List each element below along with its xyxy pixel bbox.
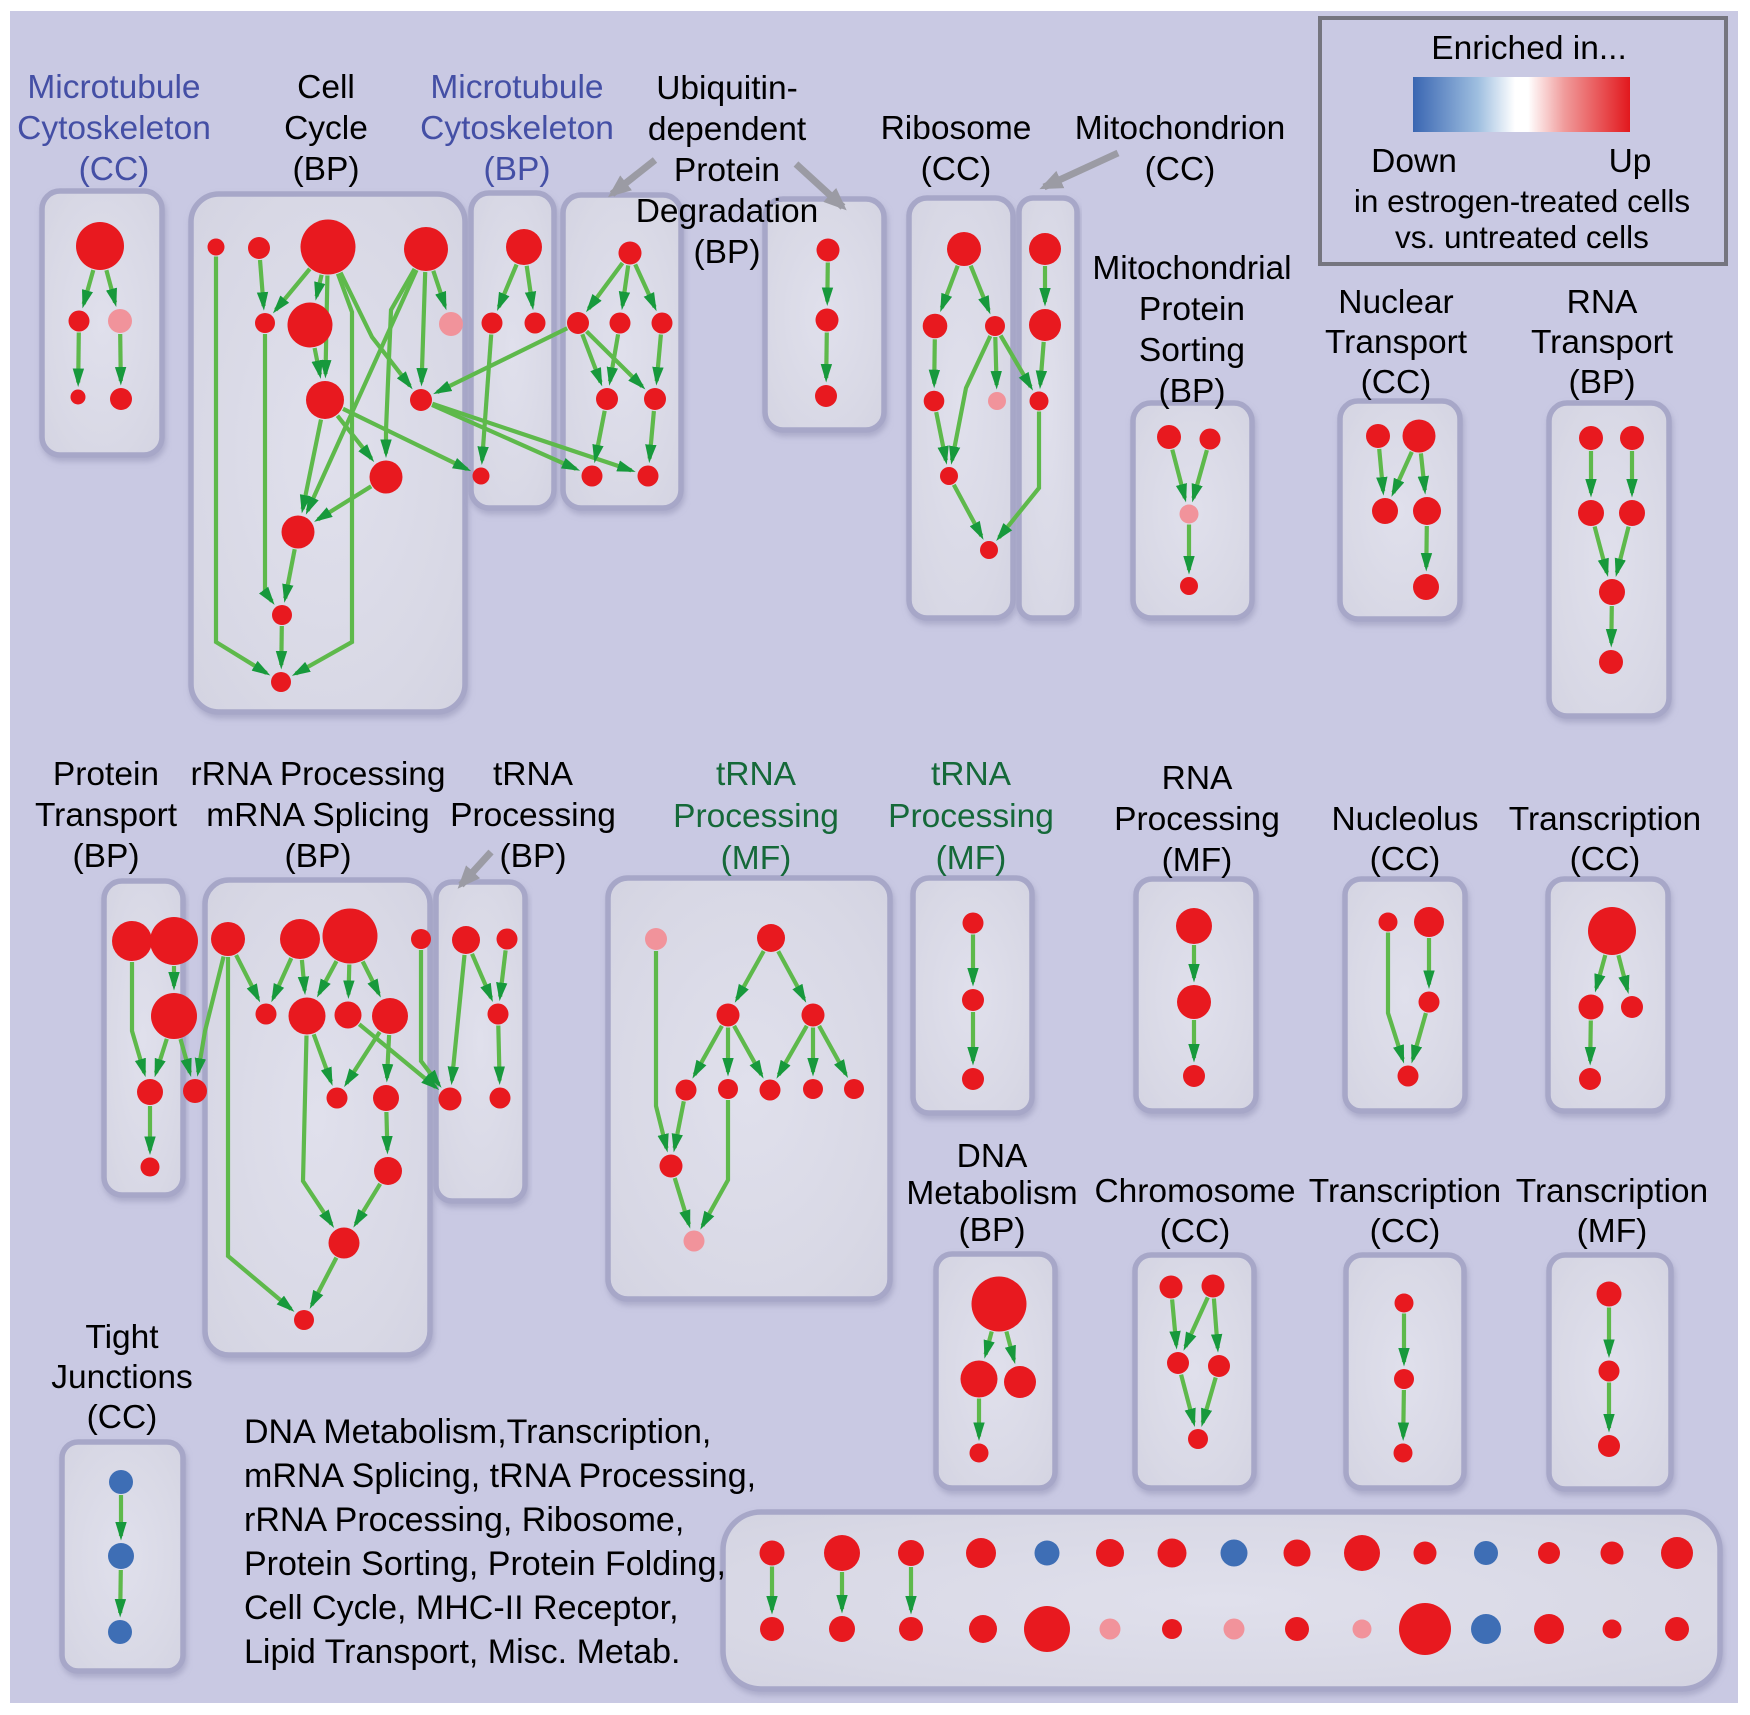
svg-text:Processing: Processing bbox=[450, 797, 616, 834]
svg-text:in estrogen-treated cells: in estrogen-treated cells bbox=[1354, 183, 1690, 219]
svg-text:Processing: Processing bbox=[1114, 801, 1280, 838]
svg-text:(BP): (BP) bbox=[293, 151, 360, 188]
svg-text:Microtubule: Microtubule bbox=[27, 69, 200, 106]
svg-text:Ribosome: Ribosome bbox=[881, 110, 1032, 147]
svg-text:Transcription: Transcription bbox=[1309, 1173, 1501, 1210]
svg-text:(MF): (MF) bbox=[1162, 842, 1233, 879]
svg-text:(BP): (BP) bbox=[73, 838, 140, 875]
svg-text:Metabolism: Metabolism bbox=[906, 1175, 1077, 1212]
svg-text:RNA: RNA bbox=[1162, 760, 1233, 797]
svg-text:vs. untreated cells: vs. untreated cells bbox=[1395, 219, 1649, 255]
svg-text:(BP): (BP) bbox=[500, 838, 567, 875]
svg-text:mRNA Splicing: mRNA Splicing bbox=[206, 797, 429, 834]
svg-text:(CC): (CC) bbox=[921, 151, 992, 188]
svg-text:Nucleolus: Nucleolus bbox=[1331, 801, 1478, 838]
svg-text:Down: Down bbox=[1371, 143, 1457, 180]
svg-text:Cycle: Cycle bbox=[284, 110, 368, 147]
svg-text:Processing: Processing bbox=[673, 798, 839, 835]
svg-text:(BP): (BP) bbox=[959, 1212, 1026, 1249]
svg-text:Cell Cycle, MHC-II Receptor,: Cell Cycle, MHC-II Receptor, bbox=[244, 1589, 679, 1627]
svg-text:(CC): (CC) bbox=[1160, 1213, 1231, 1250]
svg-text:Mitochondrial: Mitochondrial bbox=[1092, 250, 1291, 287]
svg-text:DNA: DNA bbox=[957, 1138, 1028, 1175]
svg-text:(BP): (BP) bbox=[694, 234, 761, 271]
svg-text:Transcription: Transcription bbox=[1516, 1173, 1708, 1210]
svg-text:Up: Up bbox=[1609, 143, 1652, 180]
svg-text:(MF): (MF) bbox=[721, 840, 792, 877]
svg-text:Microtubule: Microtubule bbox=[430, 69, 603, 106]
svg-text:Cell: Cell bbox=[297, 69, 355, 106]
svg-text:RNA: RNA bbox=[1567, 284, 1638, 321]
svg-text:Lipid Transport, Misc. Metab.: Lipid Transport, Misc. Metab. bbox=[244, 1633, 681, 1671]
svg-text:rRNA Processing, Ribosome,: rRNA Processing, Ribosome, bbox=[244, 1501, 684, 1539]
svg-text:(BP): (BP) bbox=[484, 151, 551, 188]
svg-text:(CC): (CC) bbox=[1370, 841, 1441, 878]
svg-text:Sorting: Sorting bbox=[1139, 332, 1245, 369]
svg-text:Chromosome: Chromosome bbox=[1094, 1173, 1295, 1210]
svg-text:Mitochondrion: Mitochondrion bbox=[1075, 110, 1285, 147]
svg-text:(CC): (CC) bbox=[1145, 151, 1216, 188]
svg-text:Protein: Protein bbox=[1139, 291, 1245, 328]
svg-text:tRNA: tRNA bbox=[493, 756, 574, 793]
svg-text:Transport: Transport bbox=[1531, 324, 1674, 361]
svg-text:tRNA: tRNA bbox=[716, 756, 797, 793]
svg-text:(BP): (BP) bbox=[285, 838, 352, 875]
svg-text:(CC): (CC) bbox=[1370, 1213, 1441, 1250]
svg-text:Tight: Tight bbox=[85, 1319, 159, 1356]
svg-text:(MF): (MF) bbox=[936, 840, 1007, 877]
svg-text:Transport: Transport bbox=[1325, 324, 1468, 361]
svg-text:(CC): (CC) bbox=[1361, 364, 1432, 401]
svg-text:(BP): (BP) bbox=[1569, 364, 1636, 401]
svg-text:(CC): (CC) bbox=[87, 1399, 158, 1436]
svg-text:Junctions: Junctions bbox=[51, 1359, 193, 1396]
svg-text:(BP): (BP) bbox=[1159, 373, 1226, 410]
svg-text:Protein: Protein bbox=[674, 152, 780, 189]
svg-text:(CC): (CC) bbox=[1570, 841, 1641, 878]
svg-text:Protein Sorting, Protein Foldi: Protein Sorting, Protein Folding, bbox=[244, 1545, 726, 1583]
svg-text:Transcription: Transcription bbox=[1509, 801, 1701, 838]
svg-text:Transport: Transport bbox=[35, 797, 178, 834]
svg-text:tRNA: tRNA bbox=[931, 756, 1012, 793]
svg-text:Ubiquitin-: Ubiquitin- bbox=[656, 70, 798, 107]
svg-text:Cytoskeleton: Cytoskeleton bbox=[17, 110, 211, 147]
svg-text:mRNA Splicing, tRNA Processing: mRNA Splicing, tRNA Processing, bbox=[244, 1457, 756, 1495]
svg-text:Processing: Processing bbox=[888, 798, 1054, 835]
svg-text:(CC): (CC) bbox=[79, 151, 150, 188]
svg-text:DNA Metabolism,Transcription,: DNA Metabolism,Transcription, bbox=[244, 1413, 711, 1451]
svg-text:rRNA Processing: rRNA Processing bbox=[190, 756, 445, 793]
svg-text:Enriched in...: Enriched in... bbox=[1431, 30, 1627, 67]
svg-text:Nuclear: Nuclear bbox=[1338, 284, 1453, 321]
svg-text:(MF): (MF) bbox=[1577, 1213, 1648, 1250]
svg-text:Cytoskeleton: Cytoskeleton bbox=[420, 110, 614, 147]
svg-text:Protein: Protein bbox=[53, 756, 159, 793]
svg-text:dependent: dependent bbox=[648, 111, 807, 148]
svg-text:Degradation: Degradation bbox=[636, 193, 819, 230]
